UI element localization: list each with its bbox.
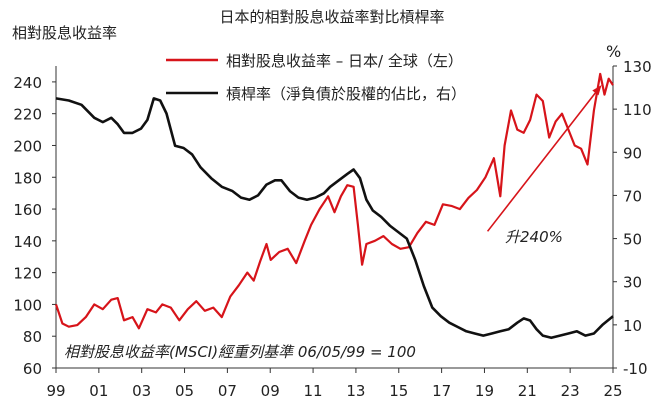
x-tick-label: 05 <box>175 382 194 400</box>
right-tick-label: 70 <box>623 187 642 205</box>
legend-label-leverage: 槓桿率（淨負債於股權的佔比，右） <box>226 85 466 103</box>
x-tick-label: 11 <box>304 382 323 400</box>
x-tick-label: 03 <box>132 382 151 400</box>
x-tick-label: 99 <box>46 382 65 400</box>
left-tick-label: 240 <box>13 74 42 92</box>
legend: 相對股息收益率 – 日本/ 全球（左） 槓桿率（淨負債於股權的佔比，右） <box>166 52 466 103</box>
chart-title: 日本的相對股息收益率對比槓桿率 <box>219 8 445 26</box>
x-tick-label: 19 <box>475 382 494 400</box>
right-tick-label: 50 <box>623 231 642 249</box>
left-tick-label: 100 <box>13 296 42 314</box>
left-tick-label: 60 <box>23 360 42 378</box>
axes-layer <box>55 66 614 369</box>
left-tick-label: 200 <box>13 137 42 155</box>
right-tick-label: 10 <box>623 317 642 335</box>
series-line-leverage <box>55 97 614 340</box>
left-tick-label: 160 <box>13 201 42 219</box>
x-tick-label: 23 <box>561 382 580 400</box>
x-tick-label: 13 <box>346 382 365 400</box>
right-tick-label: 90 <box>623 144 642 162</box>
left-tick-label: 80 <box>23 328 42 346</box>
right-tick-label: 30 <box>623 274 642 292</box>
series-line-relative-yield <box>54 72 614 330</box>
left-tick-label: 140 <box>13 233 42 251</box>
left-tick-label: 220 <box>13 106 42 124</box>
left-tick-label: 120 <box>13 265 42 283</box>
left-axis-title: 相對股息收益率 <box>12 24 118 42</box>
right-tick-label: 110 <box>623 101 652 119</box>
right-tick-label: -10 <box>623 360 648 378</box>
x-tick-label: 01 <box>89 382 108 400</box>
arrow-label: 升240% <box>505 228 563 246</box>
x-tick-label: 25 <box>603 382 622 400</box>
right-tick-label: 130 <box>623 58 652 76</box>
right-axis-unit: % <box>606 42 622 61</box>
footnote: 相對股息收益率(MSCI)經重列基準 06/05/99 = 100 <box>64 343 416 361</box>
x-tick-label: 21 <box>518 382 537 400</box>
right-tick-labels: -10 10 30 50 70 90 110 130 <box>613 58 652 378</box>
x-tick-label: 17 <box>432 382 451 400</box>
left-tick-label: 180 <box>13 169 42 187</box>
x-tick-labels: 99 01 03 05 07 09 11 13 15 17 19 21 23 25 <box>46 368 623 400</box>
trend-arrow <box>486 85 602 232</box>
x-tick-label: 15 <box>389 382 408 400</box>
series-lines <box>54 72 614 340</box>
legend-label-relative-yield: 相對股息收益率 – 日本/ 全球（左） <box>226 52 463 70</box>
left-tick-labels: 60 80 100 120 140 160 180 200 220 240 <box>13 74 56 378</box>
x-tick-label: 09 <box>261 382 280 400</box>
x-tick-label: 07 <box>218 382 237 400</box>
